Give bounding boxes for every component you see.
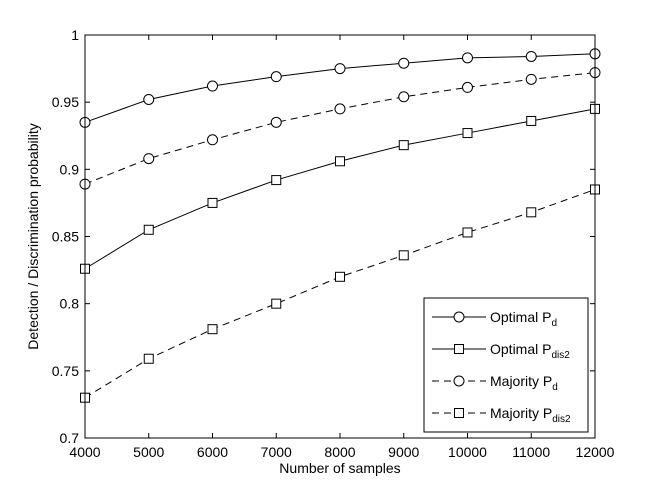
y-tick-label: 0.75 xyxy=(52,363,79,379)
legend-entry-opt-pdis2: Optimal Pdis2 xyxy=(432,341,570,361)
data-point xyxy=(526,115,537,126)
data-point xyxy=(207,80,218,92)
legend-entry-maj-pd: Majority Pd xyxy=(432,373,558,393)
x-tick-label: 8000 xyxy=(324,444,355,460)
data-point xyxy=(462,227,473,238)
legend-label: Optimal Pd xyxy=(490,309,557,329)
data-point xyxy=(207,324,218,335)
data-point xyxy=(143,93,155,105)
tick-labels: 4000 5000 6000 7000 8000 9000 10000 11000 12000 0… xyxy=(52,27,615,460)
data-point xyxy=(270,116,282,128)
x-tick-label: 9000 xyxy=(388,444,419,460)
legend-entry-opt-pd: Optimal Pd xyxy=(432,309,557,329)
legend-label-main: Majority P xyxy=(490,373,552,389)
legend-marker xyxy=(454,344,464,354)
data-point xyxy=(462,128,473,139)
legend-label: Majority Pdis2 xyxy=(490,405,571,425)
y-tick-label: 0.9 xyxy=(60,161,80,177)
legend-marker xyxy=(453,375,465,387)
x-axis-label: Number of samples xyxy=(279,460,400,476)
data-point xyxy=(143,353,154,364)
data-point xyxy=(525,73,537,85)
data-point xyxy=(334,103,346,115)
legend-label-main: Optimal P xyxy=(490,309,551,325)
legend-label-sub: d xyxy=(551,318,557,329)
legend-label-sub: dis2 xyxy=(552,414,571,425)
x-tick-label: 4000 xyxy=(69,444,100,460)
x-tick-label: 11000 xyxy=(512,444,550,460)
data-point xyxy=(143,153,155,165)
y-axis-label: Detection / Discrimination probability xyxy=(25,123,41,349)
data-point xyxy=(335,271,345,282)
series-maj-pdis2 xyxy=(80,184,600,403)
y-tick-label: 0.85 xyxy=(52,229,79,245)
legend-label-sub: dis2 xyxy=(551,350,570,361)
x-tick-label: 10000 xyxy=(448,444,487,460)
data-point xyxy=(462,81,473,93)
data-point xyxy=(398,57,410,69)
legend-label-main: Optimal P xyxy=(490,341,551,357)
legend-label-main: Majority P xyxy=(490,405,552,421)
y-tick-label: 0.7 xyxy=(60,430,80,446)
data-point xyxy=(525,50,537,62)
legend-label: Majority Pd xyxy=(490,373,558,393)
data-point xyxy=(270,71,282,83)
data-point xyxy=(143,224,154,235)
legend-label: Optimal Pdis2 xyxy=(490,341,570,361)
x-tick-label: 12000 xyxy=(576,444,615,460)
axis-ticks xyxy=(84,34,596,439)
legend-marker xyxy=(453,311,465,323)
legend-box xyxy=(423,297,589,433)
data-point xyxy=(271,298,282,309)
data-point xyxy=(207,197,218,208)
legend-marker xyxy=(454,408,464,418)
x-tick-label: 6000 xyxy=(197,444,228,460)
y-tick-label: 0.8 xyxy=(60,296,80,312)
data-point xyxy=(398,140,409,151)
data-point xyxy=(271,175,282,186)
data-point xyxy=(335,156,345,167)
data-point xyxy=(462,52,473,64)
data-point xyxy=(334,63,346,75)
series-opt-pd xyxy=(79,48,601,128)
legend-entry-maj-pdis2: Majority Pdis2 xyxy=(432,405,571,425)
y-tick-label: 0.95 xyxy=(52,94,79,110)
x-tick-label: 5000 xyxy=(133,444,164,460)
y-tick-label: 1 xyxy=(71,27,79,43)
data-point xyxy=(526,207,537,218)
legend-label-sub: d xyxy=(552,382,558,393)
x-tick-label: 7000 xyxy=(261,444,292,460)
data-point xyxy=(398,91,410,103)
data-point xyxy=(398,250,409,261)
data-point xyxy=(207,134,218,146)
